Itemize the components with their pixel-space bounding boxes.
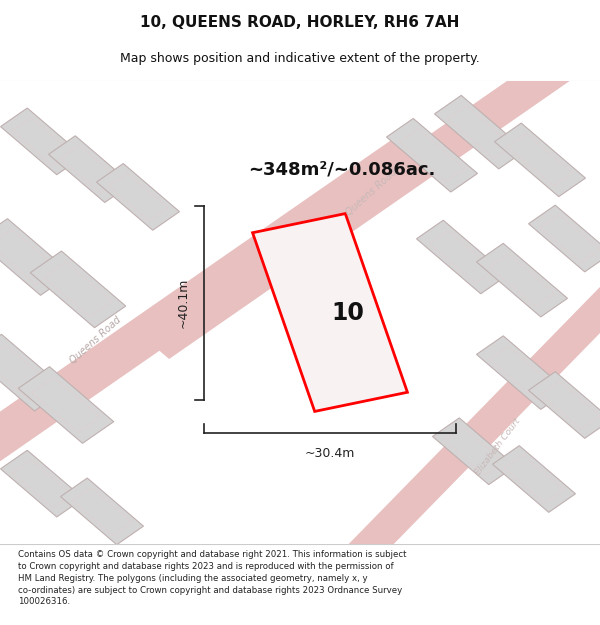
- Polygon shape: [529, 372, 600, 438]
- Text: Queens Road: Queens Road: [344, 167, 400, 217]
- Polygon shape: [493, 446, 575, 512]
- Polygon shape: [386, 119, 478, 192]
- Polygon shape: [97, 164, 179, 230]
- Polygon shape: [61, 478, 143, 545]
- Text: ~348m²/~0.086ac.: ~348m²/~0.086ac.: [248, 160, 436, 178]
- Polygon shape: [476, 336, 568, 409]
- Polygon shape: [1, 108, 83, 175]
- Polygon shape: [1, 450, 83, 517]
- Text: Map shows position and indicative extent of the property.: Map shows position and indicative extent…: [120, 52, 480, 65]
- Text: Queens Road: Queens Road: [68, 315, 124, 366]
- Polygon shape: [476, 243, 568, 317]
- Polygon shape: [0, 219, 72, 296]
- Polygon shape: [49, 136, 131, 202]
- Polygon shape: [433, 418, 515, 484]
- Polygon shape: [434, 96, 526, 169]
- Text: 10: 10: [332, 301, 364, 324]
- Text: 10, QUEENS ROAD, HORLEY, RH6 7AH: 10, QUEENS ROAD, HORLEY, RH6 7AH: [140, 15, 460, 30]
- Text: ~40.1m: ~40.1m: [176, 278, 190, 329]
- Polygon shape: [18, 367, 114, 443]
- Text: Elizabeth Court: Elizabeth Court: [473, 416, 523, 477]
- Polygon shape: [312, 268, 600, 598]
- Text: Contains OS data © Crown copyright and database right 2021. This information is : Contains OS data © Crown copyright and d…: [18, 550, 407, 606]
- Polygon shape: [416, 220, 508, 294]
- Polygon shape: [141, 26, 600, 359]
- Polygon shape: [253, 214, 407, 411]
- Polygon shape: [0, 130, 438, 560]
- Polygon shape: [494, 123, 586, 197]
- Text: ~30.4m: ~30.4m: [305, 447, 355, 460]
- Polygon shape: [529, 205, 600, 272]
- Polygon shape: [30, 251, 126, 328]
- Polygon shape: [0, 334, 66, 411]
